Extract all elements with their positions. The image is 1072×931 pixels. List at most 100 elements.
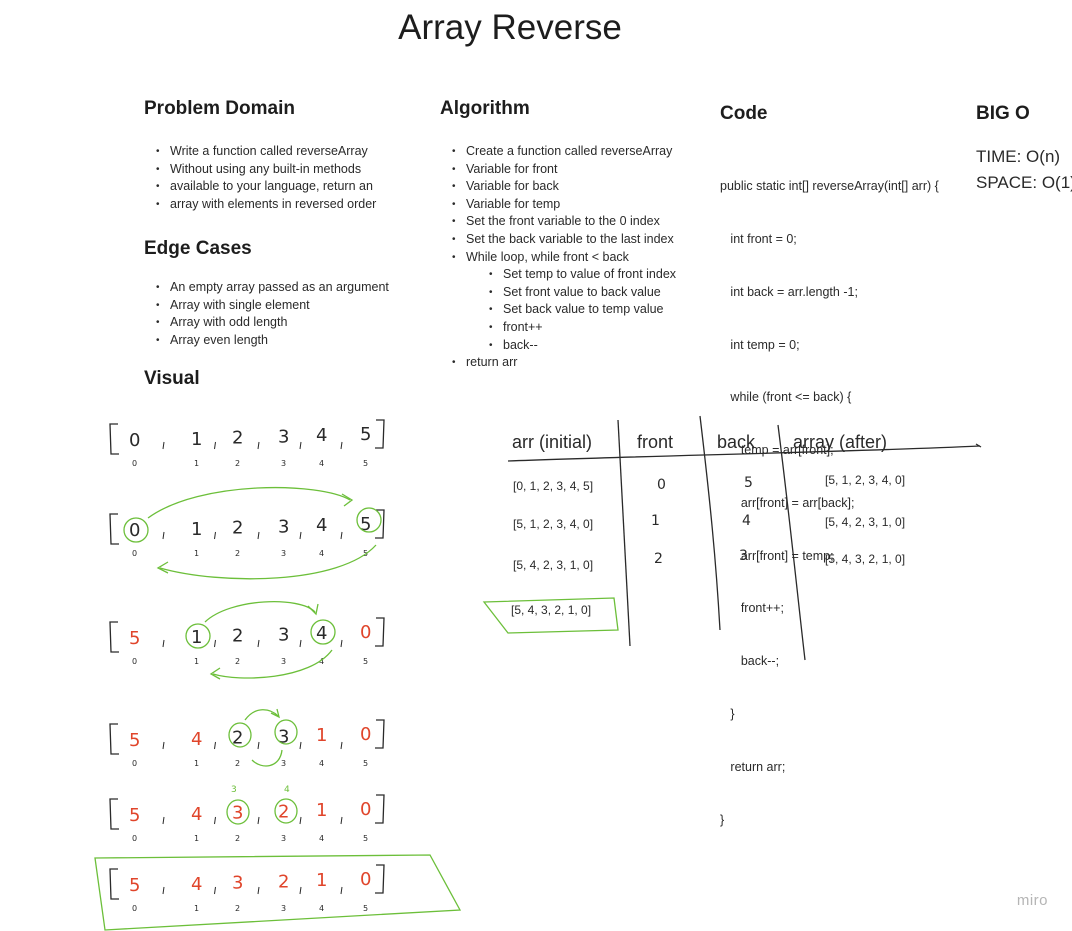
list-item: Set temp to value of front index <box>440 266 710 284</box>
edge-cases-heading: Edge Cases <box>144 238 252 259</box>
comma-mark <box>162 816 165 825</box>
comma-mark <box>299 531 302 540</box>
column-divider <box>699 415 721 631</box>
index-label: 2 <box>235 834 240 843</box>
list-item: Set front value to back value <box>440 284 710 302</box>
index-label: 0 <box>132 549 137 558</box>
table-cell: 0 <box>657 477 666 493</box>
list-item: available to your language, return an <box>144 178 414 196</box>
comma-mark <box>214 741 216 750</box>
comma-mark <box>299 741 302 750</box>
code-line: public static int[] reverseArray(int[] a… <box>720 179 939 194</box>
comma-mark <box>162 741 165 750</box>
array-value: 4 <box>191 804 202 825</box>
circle-mark <box>274 719 298 745</box>
comma-mark <box>340 441 343 450</box>
comma-mark <box>257 741 260 750</box>
array-value: 0 <box>129 520 140 541</box>
array-value: 0 <box>129 430 140 451</box>
array-value: 1 <box>316 800 327 821</box>
index-label: 0 <box>132 834 137 843</box>
index-label: 0 <box>132 657 137 666</box>
comma-mark <box>340 741 343 750</box>
table-cell: 5 <box>744 475 753 491</box>
list-item: Without using any built-in methods <box>144 161 414 179</box>
table-header-front: front <box>637 432 674 452</box>
comma-mark <box>257 441 260 450</box>
index-label: 0 <box>132 904 137 913</box>
list-item: Array with odd length <box>144 314 424 332</box>
array-value: 3 <box>232 803 243 824</box>
page-title: Array Reverse <box>398 8 622 47</box>
index-label: 1 <box>194 834 199 843</box>
right-bracket <box>375 794 385 824</box>
array-value: 5 <box>360 514 371 535</box>
circle-mark <box>228 722 252 748</box>
comma-mark <box>340 639 343 648</box>
table-cell: 2 <box>654 551 663 567</box>
comma-mark <box>299 886 302 895</box>
column-divider <box>617 419 631 647</box>
index-label: 1 <box>194 759 199 768</box>
list-item: Set back value to temp value <box>440 301 710 319</box>
arrow-head <box>341 493 354 507</box>
index-label: 1 <box>194 549 199 558</box>
index-label: 1 <box>194 657 199 666</box>
arrow-head <box>209 667 221 680</box>
index-label: 4 <box>319 759 324 768</box>
array-value: 5 <box>129 875 140 896</box>
index-label: 5 <box>363 657 368 666</box>
comma-mark <box>257 886 260 895</box>
visual-array-row: 5 0 4 1 3 2 2 3 1 4 0 5 <box>109 794 385 843</box>
array-value: 3 <box>278 426 289 447</box>
array-value: 3 <box>278 726 289 747</box>
array-value: 5 <box>129 805 140 826</box>
table-header-array-after: array (after) <box>793 432 888 452</box>
comma-mark <box>162 639 165 648</box>
array-value: 5 <box>360 424 371 445</box>
array-value: 1 <box>316 870 327 891</box>
right-bracket <box>375 864 385 894</box>
index-label: 2 <box>235 549 240 558</box>
annotation-label: 4 <box>284 785 290 795</box>
result-highlight-box <box>482 597 619 634</box>
swap-arrow <box>147 486 351 519</box>
index-label: 4 <box>319 459 324 468</box>
miro-watermark: miro <box>1016 892 1048 909</box>
index-label: 2 <box>235 459 240 468</box>
comma-mark <box>299 816 302 825</box>
list-item: Variable for back <box>440 178 710 196</box>
visual-array-row: 5 0 4 1 2 2 3 3 1 4 0 5 <box>109 719 385 768</box>
array-value: 5 <box>129 730 140 751</box>
index-label: 5 <box>363 759 368 768</box>
comma-mark <box>162 531 165 540</box>
array-value: 3 <box>278 624 289 645</box>
table-header-arr-initial: arr (initial) <box>512 432 593 452</box>
table-cell: 4 <box>742 513 751 529</box>
comma-mark <box>214 816 216 825</box>
index-label: 4 <box>319 834 324 843</box>
array-value: 2 <box>278 871 289 892</box>
header-line <box>507 445 981 462</box>
swap-arrow <box>244 709 279 721</box>
array-value: 1 <box>191 627 202 648</box>
problem-domain-heading: Problem Domain <box>144 98 295 119</box>
code-line: while (front <= back) { <box>720 390 852 405</box>
array-value: 1 <box>191 519 202 540</box>
visual-array-row: 5 0 1 1 2 2 3 3 4 4 0 5 <box>109 617 385 666</box>
code-line: back--; <box>720 654 780 669</box>
index-label: 5 <box>363 459 368 468</box>
array-value: 0 <box>360 799 371 820</box>
array-value: 5 <box>129 628 140 649</box>
code-heading: Code <box>720 103 768 124</box>
list-item: return arr <box>440 354 710 372</box>
right-bracket <box>375 617 385 647</box>
index-label: 1 <box>194 904 199 913</box>
circle-mark <box>185 623 211 649</box>
code-line: front++; <box>720 601 784 616</box>
swap-annotations <box>94 486 462 931</box>
index-label: 3 <box>281 834 286 843</box>
index-label: 4 <box>319 657 324 666</box>
